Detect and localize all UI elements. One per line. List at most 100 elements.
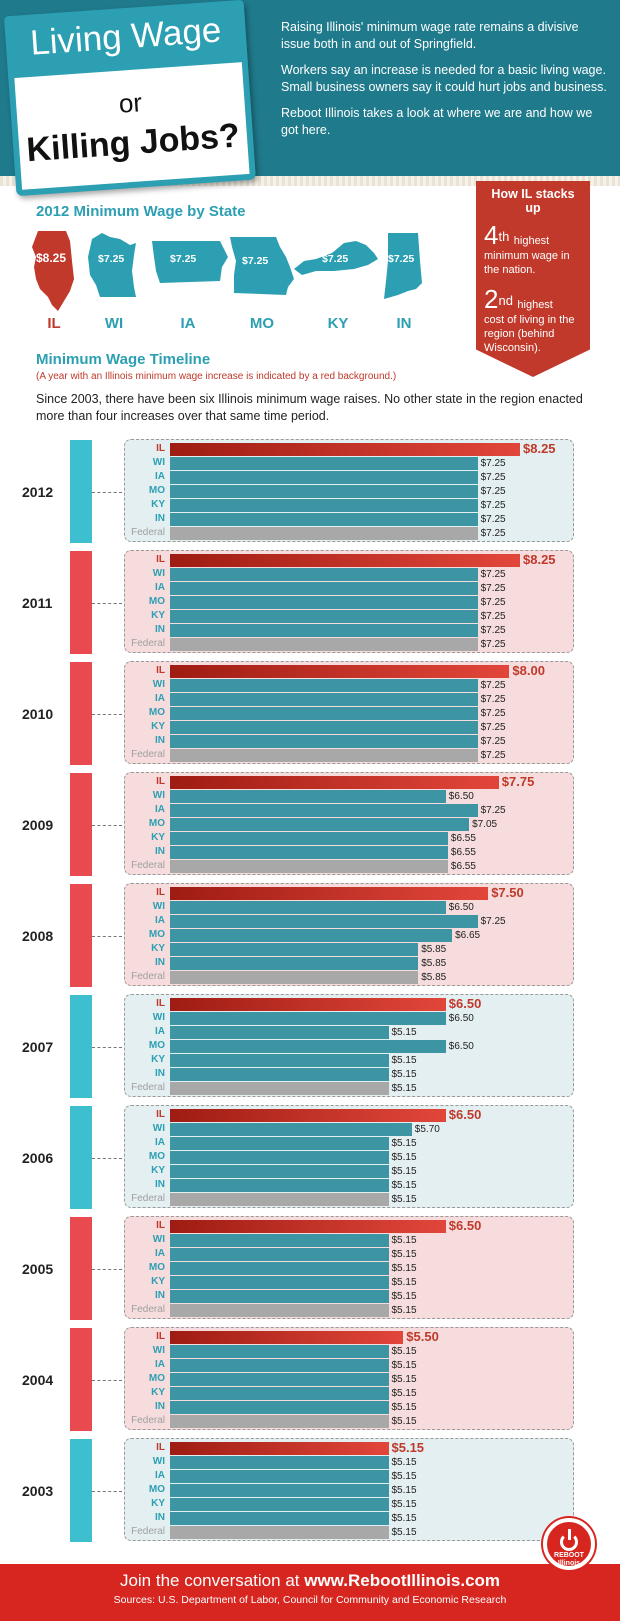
data-label-ky: $5.15 — [391, 1166, 417, 1177]
data-label-in: $5.15 — [391, 1513, 417, 1524]
data-label-mo: $7.25 — [480, 708, 506, 719]
row-label-il: IL — [156, 887, 165, 898]
row-label-federal: Federal — [131, 1082, 165, 1093]
row-label-ky: KY — [151, 832, 165, 843]
data-label-in: $5.85 — [421, 958, 447, 969]
bar-wi — [170, 790, 446, 803]
row-label-mo: MO — [148, 1484, 165, 1495]
footer-site-link[interactable]: www.RebootIllinois.com — [304, 1571, 501, 1590]
bar-ky — [170, 1054, 389, 1067]
data-label-ia: $7.25 — [480, 472, 506, 483]
timeline-year-bar — [70, 1106, 92, 1209]
data-label-mo: $7.05 — [472, 819, 498, 830]
footer-join: Join the conversation at www.RebootIllin… — [0, 1571, 620, 1591]
bar-federal — [170, 527, 478, 540]
stacks-up-title: How IL stacks up — [491, 187, 575, 215]
data-label-ia: $5.15 — [391, 1027, 417, 1038]
data-label-wi: $7.25 — [480, 680, 506, 691]
data-label-il: $8.25 — [523, 552, 556, 567]
row-label-il: IL — [156, 554, 165, 565]
intro-paragraph: Workers say an increase is needed for a … — [281, 63, 607, 94]
data-label-il: $6.50 — [448, 1107, 482, 1122]
row-label-ia: IA — [155, 804, 165, 815]
bar-ia — [170, 1248, 389, 1261]
intro-paragraph: Reboot Illinois takes a look at where we… — [281, 106, 593, 137]
row-label-mo: MO — [148, 596, 165, 607]
bar-il — [170, 1220, 446, 1233]
row-label-federal: Federal — [131, 860, 165, 871]
timeline-connector — [92, 1491, 122, 1492]
row-label-ky: KY — [151, 610, 165, 621]
timeline-year-bar — [70, 662, 92, 765]
bar-ky — [170, 610, 478, 623]
row-label-in: IN — [155, 1179, 165, 1190]
data-label-il: $7.50 — [491, 885, 524, 900]
row-label-in: IN — [155, 513, 165, 524]
data-label-ky: $7.25 — [480, 611, 506, 622]
data-label-ky: $7.25 — [480, 722, 506, 733]
data-label-federal: $5.15 — [391, 1083, 417, 1094]
data-label-federal: $7.25 — [480, 639, 506, 650]
state-value-ia: $7.25 — [170, 253, 197, 265]
data-label-federal: $5.15 — [391, 1305, 417, 1316]
timeline-connector — [92, 492, 122, 493]
bar-wi — [170, 679, 478, 692]
header-divider — [0, 176, 620, 186]
timeline-title: Minimum Wage Timeline — [36, 351, 211, 368]
bar-mo — [170, 1373, 389, 1386]
bar-mo — [170, 1484, 389, 1497]
timeline-year-label: 2007 — [22, 1039, 54, 1055]
timeline-connector — [92, 825, 122, 826]
row-label-il: IL — [156, 1220, 165, 1231]
data-label-federal: $7.25 — [480, 750, 506, 761]
bar-il — [170, 1331, 404, 1344]
timeline-year-label: 2008 — [22, 928, 54, 944]
data-label-il: $6.50 — [448, 1218, 482, 1233]
row-label-federal: Federal — [131, 1415, 165, 1426]
data-label-mo: $7.25 — [480, 486, 506, 497]
reboot-illinois-logo[interactable]: REBOOT Illinois — [543, 1518, 595, 1570]
bar-ky — [170, 943, 419, 956]
state-map-row: $8.25 IL $7.25 WI $7.25 IA $7.25 MO $7.2… — [22, 231, 462, 332]
data-label-ky: $7.25 — [480, 500, 506, 511]
bar-ky — [170, 832, 448, 845]
state-in: $7.25 IN — [384, 231, 424, 332]
bar-ky — [170, 1387, 389, 1400]
state-ky: $7.25 KY — [294, 231, 378, 332]
row-label-il: IL — [156, 1331, 165, 1342]
timeline-note: (A year with an Illinois minimum wage in… — [36, 371, 397, 382]
row-label-mo: MO — [148, 1151, 165, 1162]
state-abbr-in: IN — [396, 315, 412, 332]
row-label-federal: Federal — [131, 971, 165, 982]
state-abbr-mo: MO — [249, 315, 275, 332]
row-label-ia: IA — [155, 915, 165, 926]
bar-wi — [170, 1012, 446, 1025]
data-label-ky: $5.15 — [391, 1277, 417, 1288]
row-label-il: IL — [156, 1442, 165, 1453]
data-label-mo: $5.15 — [391, 1152, 417, 1163]
row-label-federal: Federal — [131, 1193, 165, 1204]
timeline-connector — [92, 1158, 122, 1159]
bar-in — [170, 1290, 389, 1303]
bar-il — [170, 776, 499, 789]
bar-wi — [170, 457, 478, 470]
state-value-wi: $7.25 — [98, 253, 125, 265]
row-label-ky: KY — [151, 1165, 165, 1176]
row-label-il: IL — [156, 1109, 165, 1120]
row-label-ia: IA — [155, 471, 165, 482]
bar-federal — [170, 1193, 389, 1206]
row-label-mo: MO — [148, 1262, 165, 1273]
illinois-shape-icon — [32, 231, 74, 311]
data-label-ky: $5.85 — [421, 944, 447, 955]
data-label-mo: $7.25 — [480, 597, 506, 608]
power-icon — [560, 1529, 578, 1551]
data-label-ia: $7.25 — [480, 694, 506, 705]
timeline-connector — [92, 1269, 122, 1270]
row-label-mo: MO — [148, 1040, 165, 1051]
bar-wi — [170, 1456, 389, 1469]
row-label-wi: WI — [152, 1234, 165, 1245]
bar-ky — [170, 1276, 389, 1289]
data-label-il: $8.00 — [512, 663, 545, 678]
data-label-in: $5.15 — [391, 1069, 417, 1080]
missouri-shape-icon — [230, 237, 294, 295]
